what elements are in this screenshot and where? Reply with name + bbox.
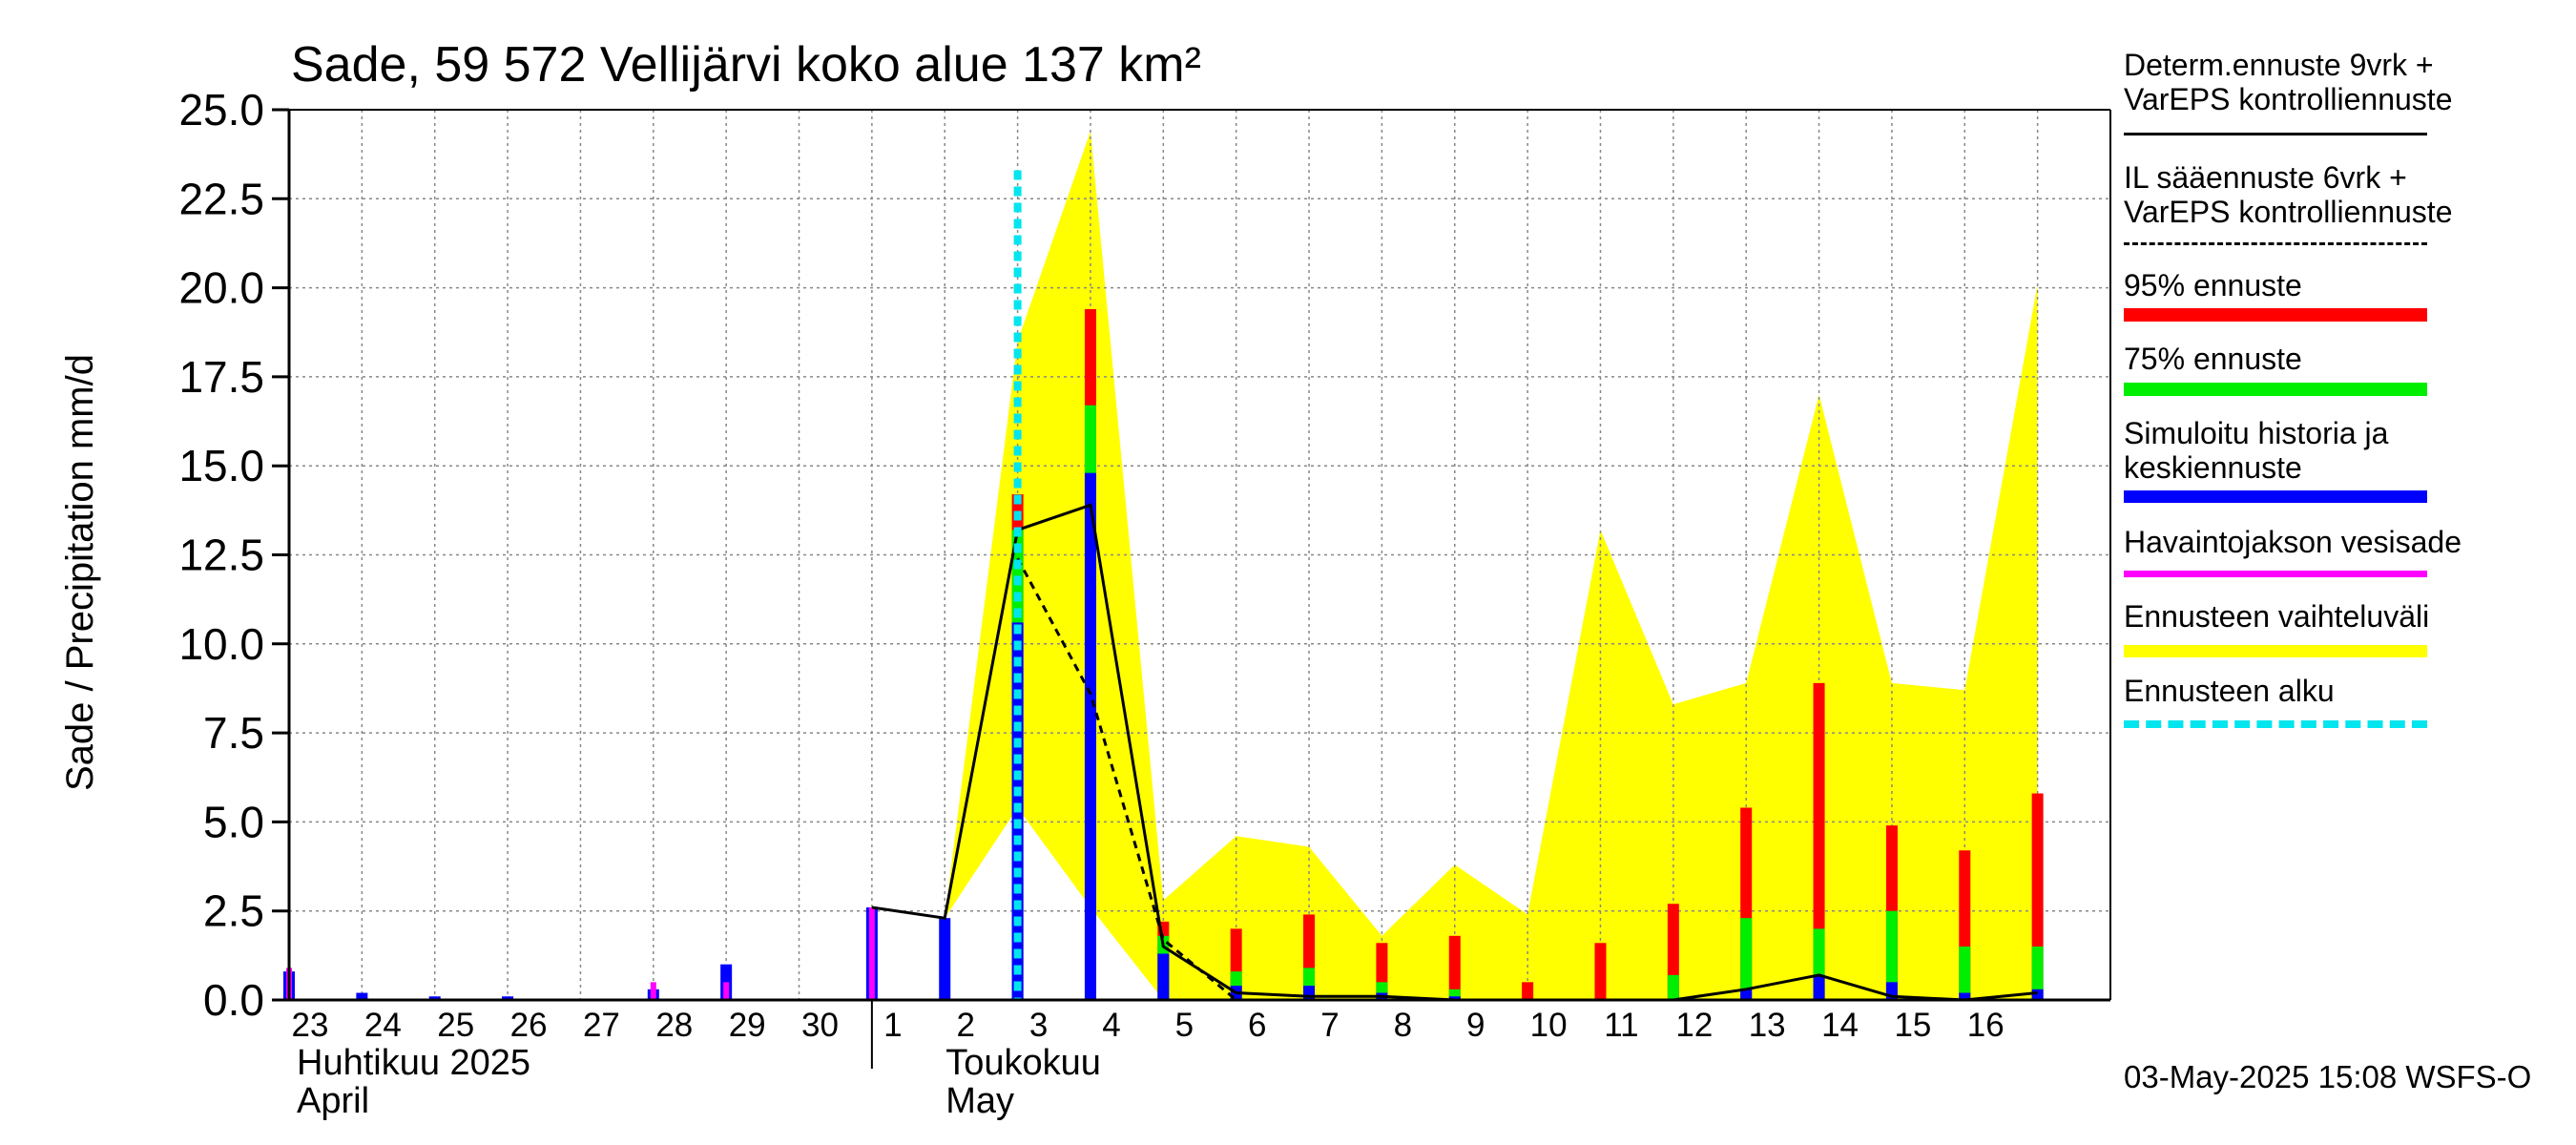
bar-95pct [1448, 935, 1461, 1000]
bar-observed [723, 982, 730, 1000]
legend-item-forecast-start: Ennusteen alku [2124, 674, 2544, 728]
x-tick-label: 23 [292, 1007, 329, 1044]
x-tick-label: 9 [1466, 1007, 1485, 1044]
x-tick-label: 25 [437, 1007, 474, 1044]
legend-label: Determ.ennuste 9vrk + VarEPS kontrollien… [2124, 48, 2453, 116]
y-tick-label: 0.0 [203, 975, 264, 1025]
bar-simulated [939, 918, 951, 1000]
bar-95pct [1813, 682, 1825, 1000]
x-tick-label: 2 [957, 1007, 975, 1044]
bar-75pct [2031, 947, 2044, 1000]
x-tick-label: 13 [1749, 1007, 1786, 1044]
bar-simulated [502, 996, 514, 1000]
legend-swatch-yellow [2124, 645, 2427, 657]
x-tick-label: 24 [364, 1007, 402, 1044]
bar-75pct [1885, 910, 1898, 1000]
y-tick-label: 25.0 [178, 85, 264, 135]
legend-item-determ: Determ.ennuste 9vrk + VarEPS kontrollien… [2124, 48, 2544, 135]
month-label-fi: Toukokuu [945, 1043, 1101, 1083]
legend-swatch-cyan-dotted [2124, 720, 2427, 728]
y-tick-label: 17.5 [178, 352, 264, 402]
x-tick-label: 30 [801, 1007, 839, 1044]
y-tick-label: 2.5 [203, 886, 264, 936]
legend-label: IL sääennuste 6vrk + VarEPS kontrollienn… [2124, 160, 2453, 229]
x-tick-label: 8 [1394, 1007, 1412, 1044]
legend-label: 95% ennuste [2124, 268, 2302, 302]
bar-simulated [1813, 974, 1825, 1000]
x-tick-label: 15 [1894, 1007, 1931, 1044]
y-tick-label: 15.0 [178, 441, 264, 490]
x-tick-label: 4 [1102, 1007, 1120, 1044]
y-tick-label: 10.0 [178, 619, 264, 669]
y-tick-label: 12.5 [178, 531, 264, 580]
legend-item-spread: Ennusteen vaihteluväli [2124, 599, 2544, 657]
bar-simulated [2031, 989, 2044, 1000]
x-tick-label: 27 [583, 1007, 620, 1044]
y-tick-label: 22.5 [178, 174, 264, 223]
bar-simulated [1448, 996, 1461, 1000]
timestamp: 03-May-2025 15:08 WSFS-O [2124, 1059, 2532, 1094]
axes [287, 109, 2111, 1002]
x-tick-label: 26 [510, 1007, 548, 1044]
legend-item-simulated: Simuloitu historia ja keskiennuste [2124, 416, 2544, 503]
bar-observed [650, 982, 656, 1000]
forecast-spread-area [945, 131, 2038, 1000]
bar-75pct [1740, 918, 1753, 1000]
y-tick-label: 20.0 [178, 263, 264, 313]
x-tick-label: 3 [1029, 1007, 1048, 1044]
x-tick-label: 7 [1320, 1007, 1339, 1044]
il-control-line [1016, 557, 1237, 1002]
x-tick-labels: 23 24 25 26 27 28 29 30 1 2 3 4 5 6 7 8 9 10 11 12 13 14 15 16 [292, 1007, 2005, 1044]
bar-simulated [356, 992, 368, 1000]
x-tick-label: 10 [1530, 1007, 1568, 1044]
x-tick-label: 16 [1967, 1007, 2005, 1044]
bar-75pct [1959, 947, 1971, 1000]
legend-label: Simuloitu historia ja keskiennuste [2124, 416, 2389, 485]
legend-label: Ennusteen vaihteluväli [2124, 599, 2430, 634]
legend-swatch-magenta [2124, 571, 2427, 577]
y-tick-label: 7.5 [203, 708, 264, 758]
chart-title: Sade, 59 572 Vellijärvi koko alue 137 km… [291, 37, 1201, 93]
x-tick-label: 28 [655, 1007, 693, 1044]
bar-95pct [1594, 943, 1607, 1000]
x-tick-label: 12 [1675, 1007, 1713, 1044]
bar-75pct [1448, 989, 1461, 1000]
x-tick-label: 11 [1604, 1007, 1638, 1044]
legend-swatch-green [2124, 383, 2427, 396]
y-tick-label: 5.0 [203, 797, 264, 846]
x-tick-label: 14 [1821, 1007, 1859, 1044]
bar-simulated [1084, 472, 1096, 1000]
x-tick-label: 1 [883, 1007, 902, 1044]
bar-75pct [1667, 974, 1679, 1000]
legend-item-95pct: 95% ennuste [2124, 268, 2544, 322]
legend-swatch-dashed-line [2124, 242, 2427, 245]
legend-item-observed: Havaintojakson vesisade [2124, 525, 2544, 577]
legend-label: Ennusteen alku [2124, 674, 2335, 708]
bar-95pct [1522, 982, 1534, 1000]
legend-label: 75% ennuste [2124, 342, 2302, 376]
y-axis-label: Sade / Precipitation mm/d [59, 354, 101, 791]
legend-label: Havaintojakson vesisade [2124, 525, 2462, 559]
bar-simulated [1157, 953, 1170, 1000]
y-tick-labels: 0.0 2.5 5.0 7.5 10.0 12.5 15.0 17.5 20.0 22.5 25.0 [178, 85, 289, 1025]
x-tick-label: 6 [1248, 1007, 1266, 1044]
legend-swatch-blue [2124, 490, 2427, 503]
bar-simulated [1740, 989, 1753, 1000]
month-label-fi: Huhtikuu 2025 [297, 1043, 530, 1083]
legend-item-il: IL sääennuste 6vrk + VarEPS kontrollienn… [2124, 160, 2544, 245]
bar-simulated [1959, 992, 1971, 1000]
month-label-en: May [945, 1081, 1014, 1121]
bar-simulated [428, 996, 441, 1000]
legend-item-75pct: 75% ennuste [2124, 342, 2544, 396]
x-tick-label: 29 [729, 1007, 766, 1044]
legend-swatch-red [2124, 308, 2427, 322]
legend-swatch-solid-line [2124, 133, 2427, 135]
bar-observed [868, 906, 875, 1000]
spread-band [945, 131, 2038, 1000]
x-tick-label: 5 [1175, 1007, 1194, 1044]
month-label-en: April [297, 1081, 369, 1121]
